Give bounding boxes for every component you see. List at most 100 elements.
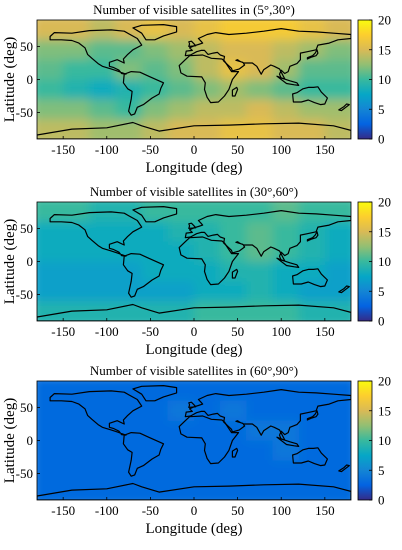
heatmap-cell <box>89 79 117 101</box>
heatmap-cell <box>298 261 326 283</box>
coastlines <box>37 24 351 139</box>
x-tick-label: -50 <box>142 324 159 339</box>
heatmap-cell <box>167 281 195 303</box>
coastline-new-zealand <box>338 464 350 473</box>
heatmap-cell <box>194 221 222 243</box>
heatmap-cell <box>167 460 195 482</box>
heatmap-cell <box>89 59 117 81</box>
heatmap-cell <box>246 261 274 283</box>
heatmap-cell <box>194 281 222 303</box>
x-tick-label: -50 <box>142 503 159 518</box>
coastline-south-america <box>122 253 165 298</box>
colorbar-tick-label: 0 <box>378 132 385 147</box>
heatmap-cell <box>324 440 351 462</box>
heatmap-cell <box>246 99 274 121</box>
coastline-japan <box>306 410 319 421</box>
x-tick-label: 100 <box>271 324 291 339</box>
x-axis-label: Longitude (deg) <box>145 160 242 176</box>
heatmap-cell <box>324 381 351 402</box>
colorbar-tick-label: 5 <box>378 102 385 117</box>
coastline-new-zealand <box>338 285 350 294</box>
coastline-australia <box>292 86 328 106</box>
colorbar-tick-label: 20 <box>378 195 391 210</box>
coastline-africa <box>178 415 240 465</box>
heatmap-cell <box>37 39 65 61</box>
heatmap-cell <box>194 39 222 61</box>
coastline-madagascar <box>231 447 239 458</box>
coastline-british-isles <box>188 40 197 47</box>
heatmap-cell <box>246 420 274 442</box>
colorbar: 0 5 10 15 20 <box>357 13 391 147</box>
heatmap-cell <box>89 281 117 303</box>
heatmap-cell <box>220 39 248 61</box>
heatmap-cell <box>37 202 65 223</box>
heatmap-cell <box>141 20 169 41</box>
y-tick-label: 0 <box>27 72 34 87</box>
heatmap-cell <box>89 381 117 402</box>
coastline-antarctica <box>37 482 351 500</box>
heatmap-cell <box>324 202 351 223</box>
heatmap-cell <box>63 39 91 61</box>
heatmap-cell <box>194 20 222 41</box>
y-axis-label: Latitude (deg) <box>2 37 18 122</box>
heatmap-cell <box>220 381 248 402</box>
coastline-eurasia <box>184 210 351 262</box>
coastline-south-america <box>122 71 165 116</box>
heatmap-cell <box>63 20 91 41</box>
heatmap-cell <box>194 99 222 121</box>
heatmap-cell <box>324 460 351 482</box>
heatmap-cell <box>89 261 117 283</box>
coastlines <box>37 385 351 500</box>
heatmap-cell <box>63 281 91 303</box>
heatmap-cell <box>298 440 326 462</box>
heatmap-cell <box>89 301 117 321</box>
heatmap-cell <box>194 420 222 442</box>
x-tick-label: 0 <box>191 142 198 157</box>
heatmap-cell <box>272 281 300 303</box>
heatmap-cell <box>63 221 91 243</box>
heatmap-cell <box>298 420 326 442</box>
coastline-greenland <box>132 385 178 402</box>
heatmap-cell <box>63 420 91 442</box>
heatmap-cell <box>220 202 248 223</box>
heatmap-cell <box>141 119 169 139</box>
heatmap-cell <box>167 241 195 263</box>
heatmap-cell <box>167 119 195 139</box>
heatmap-cell <box>324 281 351 303</box>
x-tick-label: 50 <box>231 324 244 339</box>
heatmap-cell <box>141 420 169 442</box>
heatmap-cell <box>115 202 143 223</box>
heatmap-cell <box>63 381 91 402</box>
heatmap-cell <box>89 480 117 500</box>
heatmap <box>37 381 351 500</box>
heatmap-cell <box>89 39 117 61</box>
heatmap-cell <box>167 20 195 41</box>
heatmap-cell <box>63 400 91 422</box>
heatmap-cell <box>272 400 300 422</box>
coastline-australia <box>292 268 328 288</box>
heatmap-cell <box>246 381 274 402</box>
x-tick-label: -100 <box>95 503 119 518</box>
heatmap-cell <box>63 99 91 121</box>
heatmap-cell <box>89 119 117 139</box>
heatmap-cell <box>63 79 91 101</box>
heatmap-cell <box>246 202 274 223</box>
heatmap-cell <box>324 420 351 442</box>
heatmap-cell <box>89 20 117 41</box>
y-tick-label: 0 <box>27 254 34 269</box>
colorbar-tick-label: 5 <box>378 463 385 478</box>
heatmap-cell <box>63 261 91 283</box>
colorbar-tick-label: 10 <box>378 433 391 448</box>
heatmap-cell <box>63 202 91 223</box>
heatmap <box>37 20 351 139</box>
heatmap-cell <box>167 202 195 223</box>
heatmap-cell <box>37 20 65 41</box>
coastline-british-isles <box>188 401 197 408</box>
heatmap-cell <box>272 221 300 243</box>
heatmap-cell <box>194 460 222 482</box>
x-tick-label: -150 <box>51 142 75 157</box>
heatmap-cell <box>167 261 195 283</box>
heatmap-cell <box>167 59 195 81</box>
